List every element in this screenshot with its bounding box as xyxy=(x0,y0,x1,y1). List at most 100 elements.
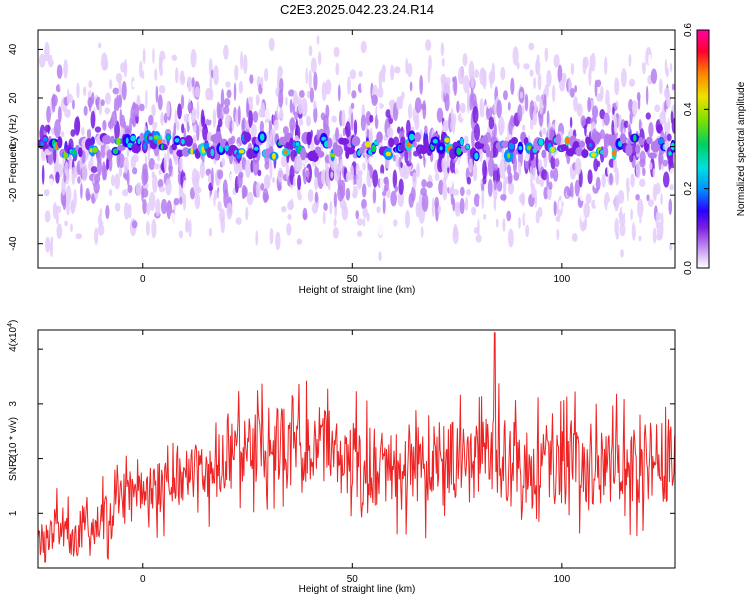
spectrogram-heatmap xyxy=(38,35,675,262)
spectral-blob xyxy=(81,162,88,182)
spectral-blob xyxy=(132,153,139,163)
spectral-peak-blob xyxy=(317,150,325,158)
spectral-blob xyxy=(662,171,670,188)
spectral-blob xyxy=(152,174,158,193)
spectral-blob xyxy=(392,169,398,189)
spectral-blob xyxy=(183,59,189,79)
spectral-blob xyxy=(243,214,250,233)
spectral-blob xyxy=(655,212,662,221)
spectral-blob xyxy=(369,114,374,123)
spectral-blob xyxy=(473,193,481,207)
spectral-blob xyxy=(517,161,522,177)
spectral-peak-blob xyxy=(482,134,489,145)
spectral-blob xyxy=(506,210,512,222)
spectral-blob xyxy=(409,81,413,92)
spectral-peak-core xyxy=(538,138,544,146)
spectral-blob xyxy=(508,222,514,229)
spectral-blob xyxy=(468,156,473,173)
spectral-blob xyxy=(64,220,69,227)
spectral-peak-blob xyxy=(578,140,585,148)
spectral-blob xyxy=(419,74,424,95)
spectral-peak-core xyxy=(238,149,245,154)
spectral-blob xyxy=(288,89,295,97)
spectral-peak-core xyxy=(658,138,665,145)
spectral-blob xyxy=(414,97,422,114)
spectral-peak-core xyxy=(283,150,288,155)
spectral-peak-core xyxy=(166,135,170,140)
spectral-blob xyxy=(603,104,608,113)
spectral-blob xyxy=(532,109,538,126)
spectral-blob xyxy=(376,100,380,121)
spectral-peak-core xyxy=(564,137,570,145)
colorbar-label: Normalized spectral amplitude xyxy=(736,81,747,216)
spectral-blob xyxy=(377,216,384,236)
spectral-peak-blob xyxy=(339,137,350,145)
spectral-peak-blob xyxy=(243,131,252,143)
spectral-blob xyxy=(528,42,535,51)
spectral-blob xyxy=(606,200,614,219)
spectral-blob xyxy=(296,154,303,172)
spectral-blob xyxy=(190,109,197,124)
spectral-blob xyxy=(564,205,568,214)
spectral-blob xyxy=(182,179,190,195)
spectral-blob xyxy=(615,167,620,186)
spectral-blob xyxy=(70,129,76,137)
spectral-blob xyxy=(94,126,102,133)
spectral-blob xyxy=(507,181,515,195)
spectral-blob xyxy=(57,106,62,123)
spectral-blob xyxy=(553,54,560,68)
spectral-blob xyxy=(158,84,166,94)
spectral-blob xyxy=(392,154,397,162)
spectral-blob xyxy=(662,159,668,167)
spectral-blob xyxy=(290,198,294,209)
spectral-blob xyxy=(654,104,661,113)
spectral-blob xyxy=(194,192,201,210)
spectral-peak-core xyxy=(550,146,555,153)
snr-ylabel: SNR (10 * v/v) xyxy=(8,417,19,481)
spectral-blob xyxy=(355,210,359,220)
spectral-peak-blob xyxy=(602,145,609,158)
spectral-blob xyxy=(114,120,120,141)
spectral-blob xyxy=(71,199,74,215)
spectral-blob xyxy=(466,176,472,185)
spectral-blob xyxy=(521,124,526,132)
spectral-blob xyxy=(240,51,244,71)
spectral-blob xyxy=(194,170,201,183)
spectral-blob xyxy=(612,156,617,173)
spectral-blob xyxy=(67,93,74,104)
spectral-blob xyxy=(595,176,601,191)
spectral-blob xyxy=(314,191,319,204)
spectral-blob xyxy=(503,90,508,101)
spectral-blob xyxy=(550,169,554,179)
spectral-peak-blob xyxy=(351,136,361,147)
spectral-blob xyxy=(52,146,57,164)
spectral-blob xyxy=(143,62,148,79)
spectral-blob xyxy=(142,163,148,176)
spectral-blob xyxy=(470,71,475,89)
spectral-blob xyxy=(249,74,254,84)
spectral-blob xyxy=(269,227,274,245)
spectral-peak-core xyxy=(181,138,185,145)
spectral-blob xyxy=(617,190,625,204)
spectral-peak-blob xyxy=(171,143,177,151)
spectral-peak-blob xyxy=(376,131,383,144)
spectral-blob xyxy=(271,176,276,184)
spectrogram-axes: 0 50 100 -40 -20 0 20 40 xyxy=(8,30,675,285)
spectral-blob xyxy=(173,197,180,206)
spectral-blob xyxy=(499,158,506,179)
spectral-blob xyxy=(539,97,544,115)
spectral-blob xyxy=(390,64,395,81)
spectral-blob xyxy=(485,105,493,121)
spectral-blob xyxy=(229,171,236,185)
spectral-blob xyxy=(665,92,672,109)
spectral-blob xyxy=(351,90,357,99)
spectral-blob xyxy=(500,193,507,201)
spectral-blob xyxy=(533,247,540,256)
spectral-blob xyxy=(50,236,54,244)
spectral-blob xyxy=(471,206,477,216)
spectral-blob xyxy=(157,244,161,258)
spectral-blob xyxy=(491,62,496,82)
spectral-blob xyxy=(169,212,176,225)
spectral-blob xyxy=(384,176,390,192)
spectral-blob xyxy=(47,178,55,188)
